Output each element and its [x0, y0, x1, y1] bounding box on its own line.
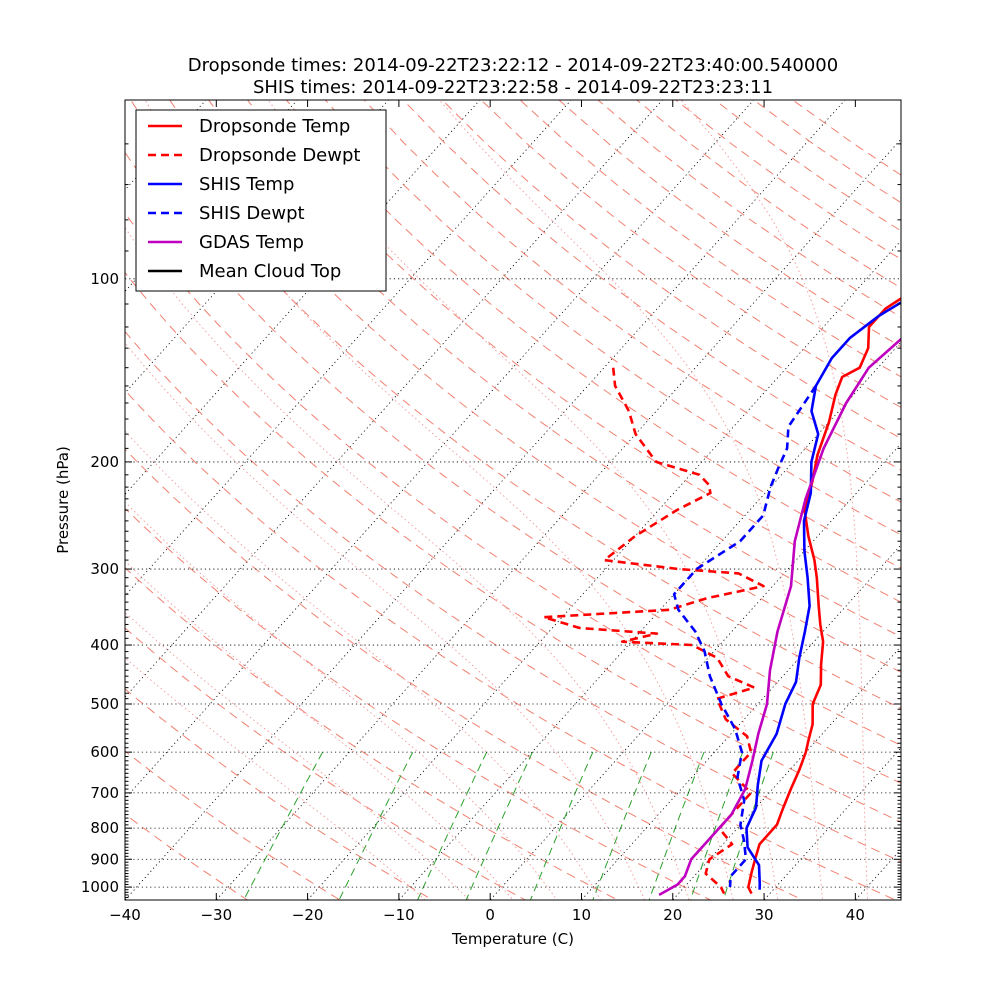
x-tick-label: −30: [200, 906, 232, 924]
x-tick-label: 10: [572, 906, 591, 924]
x-tick-label: 0: [485, 906, 495, 924]
x-tick-label: 20: [663, 906, 682, 924]
mixing-ratio-line: [417, 751, 488, 900]
y-tick-label: 700: [90, 784, 119, 802]
isotherm-line: [580, 544, 901, 900]
isotherm-line: [125, 100, 755, 800]
x-tick-label: −40: [109, 906, 141, 924]
dry-adiabat-line: [125, 389, 897, 900]
isotherm-line: [398, 341, 901, 900]
dry-adiabat-line: [441, 100, 901, 439]
mixing-ratio-line: [243, 751, 324, 900]
dry-adiabat-line: [125, 271, 901, 823]
dry-adiabat-line: [169, 100, 901, 673]
isotherm-line: [125, 100, 572, 597]
title-line-1: Dropsonde times: 2014-09-22T23:22:12 - 2…: [188, 55, 838, 76]
y-tick-label: 500: [90, 695, 119, 713]
isotherm-line: [307, 240, 901, 900]
isotherm-line: [936, 37, 1000, 913]
isotherm-line: [672, 645, 901, 900]
moist-adiabat-line: [680, 100, 869, 900]
mixing-ratio-line: [338, 751, 414, 900]
moist-adiabat-line: [902, 37, 935, 913]
dry-adiabat-line: [285, 100, 901, 569]
dry-adiabat-line: [125, 688, 434, 900]
legend-box: [135, 109, 387, 292]
y-tick-label: 800: [90, 819, 119, 837]
series-dropsonde-temp: [746, 296, 901, 895]
dry-adiabat-line: [675, 100, 901, 260]
dry-adiabat-line: [752, 100, 901, 204]
dry-adiabat-line: [125, 567, 619, 900]
moist-adiabat-line: [438, 100, 824, 900]
legend-label: GDAS Temp: [199, 232, 304, 253]
x-tick-label: −20: [292, 906, 324, 924]
mixing-ratio-line: [722, 752, 774, 900]
dry-adiabat-line: [125, 750, 342, 900]
isotherm-line: [215, 138, 901, 900]
dry-adiabat-line: [207, 100, 901, 638]
dry-adiabat-line: [597, 100, 901, 318]
dry-adiabat-line: [791, 100, 901, 176]
isotherm-line: [763, 747, 901, 900]
y-tick-label: 100: [90, 270, 119, 288]
y-tick-label: 900: [90, 850, 119, 868]
dry-adiabat-line: [636, 100, 901, 289]
legend-label: SHIS Dewpt: [199, 203, 305, 224]
x-tick-label: 40: [846, 906, 865, 924]
series-gdas-temp: [658, 337, 901, 897]
y-tick-label: 600: [90, 743, 119, 761]
moist-adiabat-line: [125, 430, 602, 900]
y-tick-label: 300: [90, 560, 119, 578]
dry-adiabat-line: [246, 100, 901, 603]
series-shis-dewpt: [672, 385, 817, 888]
chart-title: Dropsonde times: 2014-09-22T23:22:12 - 2…: [188, 55, 838, 98]
dry-adiabat-line: [125, 448, 805, 900]
series-shis-temp: [745, 301, 901, 890]
legend-label: Mean Cloud Top: [199, 261, 341, 282]
y-axis-label: Pressure (hPa): [54, 446, 72, 554]
x-tick-label: −10: [383, 906, 415, 924]
moist-adiabat-line: [267, 100, 779, 900]
y-tick-label: 400: [90, 636, 119, 654]
mixing-ratio-line: [648, 752, 705, 900]
legend-label: SHIS Temp: [199, 174, 294, 195]
dry-adiabat-line: [125, 330, 901, 863]
dry-adiabat-line: [125, 813, 249, 900]
dry-adiabat-line: [519, 100, 901, 378]
dry-adiabat-line: [125, 212, 901, 784]
series-dropsonde-dewpt: [542, 367, 765, 895]
background-thermo-lines: [125, 37, 1000, 913]
axis-ticks: −40 −30 −20 −10 0 10 20 30 40 100 200 300 400 500 600 7…: [81, 100, 901, 924]
legend: Dropsonde Temp Dropsonde Dewpt SHIS Temp SH…: [135, 109, 387, 292]
mixing-ratio-line: [592, 752, 652, 900]
pressure-gridlines: [125, 278, 901, 888]
x-tick-label: 30: [755, 906, 774, 924]
mixing-ratio-line: [529, 751, 594, 900]
isotherm-line: [854, 848, 901, 900]
title-line-2: SHIS times: 2014-09-22T23:22:58 - 2014-0…: [253, 77, 773, 98]
legend-label: Dropsonde Dewpt: [199, 145, 360, 166]
dry-adiabat-line: [125, 151, 901, 746]
dry-adiabat-line: [125, 507, 712, 900]
y-tick-label: 200: [90, 453, 119, 471]
x-axis-label: Temperature (C): [451, 930, 574, 948]
moist-adiabat-line: [125, 501, 558, 900]
dry-adiabat-line: [402, 100, 901, 471]
mixing-ratio-line: [465, 751, 533, 900]
dry-adiabat-line: [130, 100, 901, 709]
y-tick-label: 1000: [81, 878, 119, 896]
isotherm-line: [125, 100, 846, 900]
plot-frame: [124, 99, 902, 901]
mixing-ratio-line: [689, 752, 744, 900]
data-series: [542, 296, 901, 897]
isotherm-line: [125, 100, 481, 495]
isotherm-line: [489, 442, 901, 900]
legend-label: Dropsonde Temp: [199, 116, 350, 137]
